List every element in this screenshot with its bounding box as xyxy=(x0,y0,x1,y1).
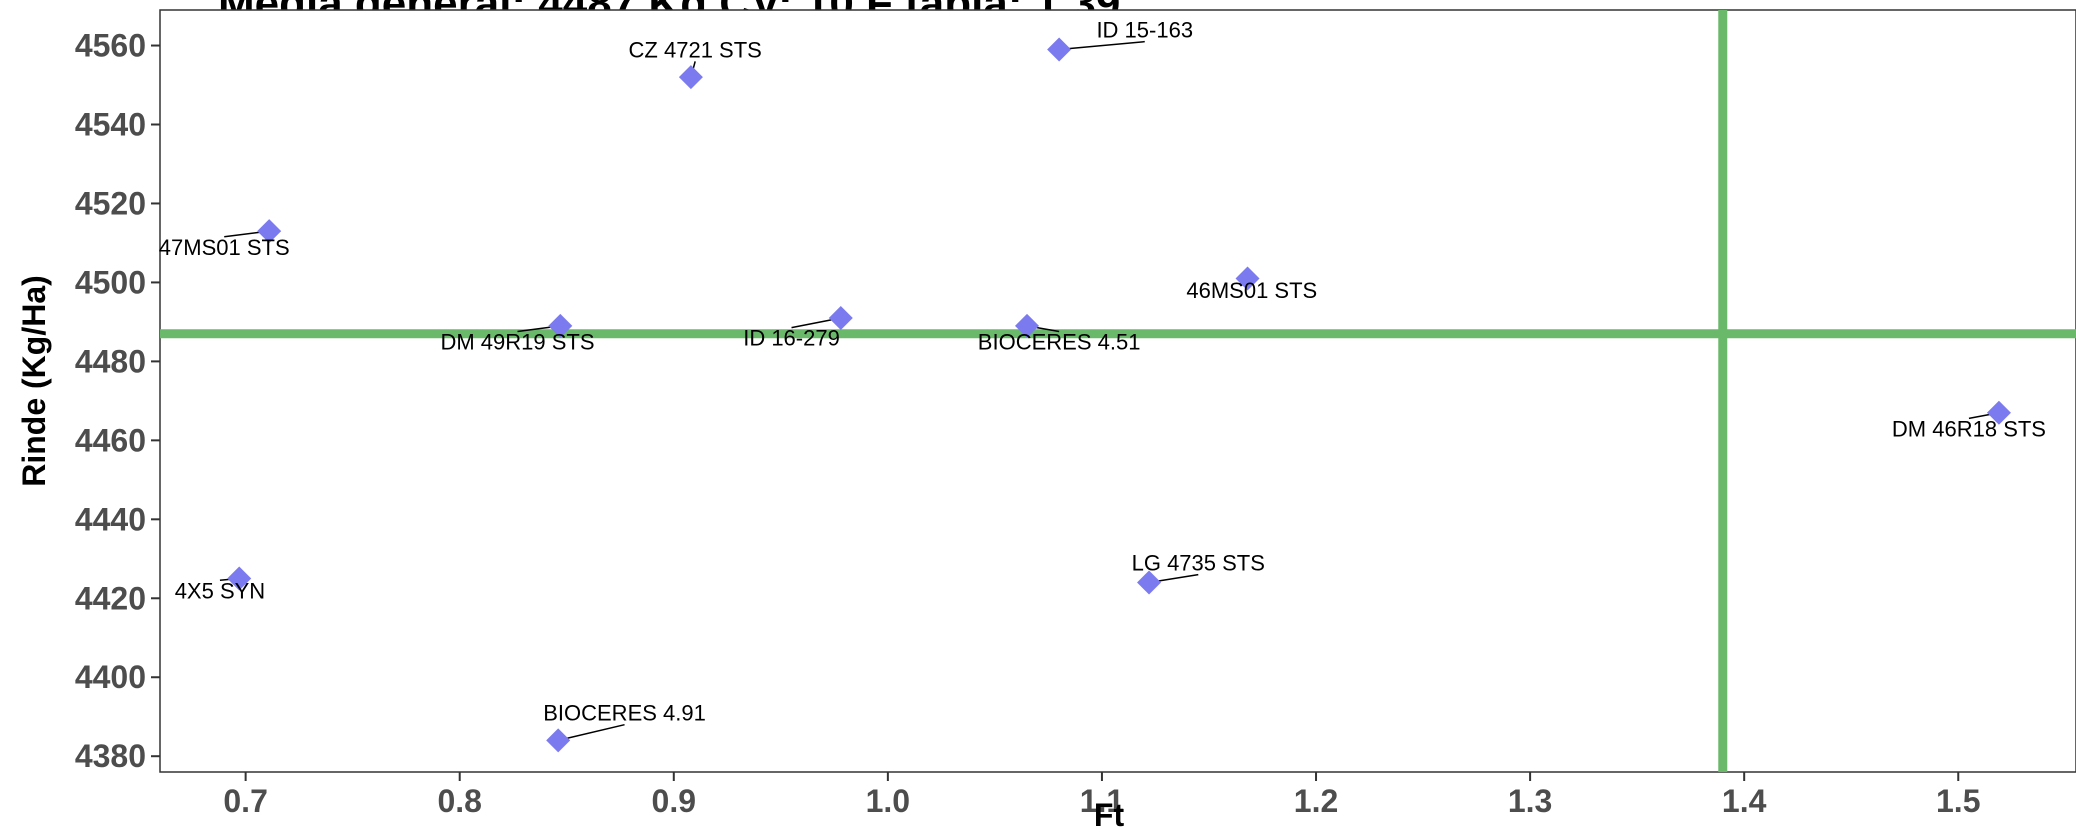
data-point-label: ID 15-163 xyxy=(1096,18,1193,43)
x-tick-label: 0.8 xyxy=(437,783,481,819)
data-point-group: 4X5 SYN xyxy=(175,566,266,603)
x-tick-label: 0.9 xyxy=(652,783,696,819)
data-point-group: BIOCERES 4.91 xyxy=(543,701,706,753)
data-point-marker xyxy=(548,313,573,338)
x-tick-label: 1.0 xyxy=(866,783,910,819)
x-axis-title: Ft xyxy=(1094,797,1125,833)
data-point-marker xyxy=(828,305,853,330)
y-tick-label: 4380 xyxy=(75,738,146,774)
data-point-group: ID 16-279 xyxy=(743,305,853,351)
data-point-group: LG 4735 STS xyxy=(1132,551,1265,595)
data-point-label: DM 46R18 STS xyxy=(1892,416,2046,441)
data-point-label: BIOCERES 4.91 xyxy=(543,701,706,726)
x-tick-label: 1.3 xyxy=(1508,783,1552,819)
data-point-marker xyxy=(546,728,571,753)
data-point-marker xyxy=(1015,313,1040,338)
data-point-label: 46MS01 STS xyxy=(1186,278,1317,303)
data-point-label: DM 49R19 STS xyxy=(440,330,594,355)
x-tick-label: 0.7 xyxy=(223,783,267,819)
y-tick-label: 4500 xyxy=(75,264,146,300)
data-point-group: CZ 4721 STS xyxy=(629,37,762,90)
plot-area xyxy=(159,9,2076,773)
data-point-group: 47MS01 STS xyxy=(159,219,290,260)
y-tick-label: 4460 xyxy=(75,422,146,458)
y-tick-label: 4400 xyxy=(75,659,146,695)
data-point-marker xyxy=(257,219,282,244)
data-point-label: CZ 4721 STS xyxy=(629,37,762,62)
data-point-marker xyxy=(1235,266,1260,291)
x-tick-label: 1.1 xyxy=(1080,783,1124,819)
data-point-label: 47MS01 STS xyxy=(159,235,290,260)
data-point-label: ID 16-279 xyxy=(743,326,840,351)
label-leader-line xyxy=(1059,40,1145,51)
y-tick-label: 4480 xyxy=(75,343,146,379)
x-tick-label: 1.2 xyxy=(1294,783,1338,819)
data-point-marker xyxy=(678,65,703,90)
y-tick-label: 4540 xyxy=(75,106,146,142)
data-point-label: BIOCERES 4.51 xyxy=(978,330,1141,355)
y-axis: 4380 4400 4420 4440 4460 4480 4500 4520 4540 4560 xyxy=(75,28,160,774)
data-point-group: 46MS01 STS xyxy=(1186,266,1317,303)
x-axis: 0.7 0.8 0.9 1.0 1.1 1.2 1.3 1.4 1.5 xyxy=(223,772,1980,819)
y-tick-label: 4560 xyxy=(75,28,146,64)
points-layer: ID 15-163 CZ 4721 STS 47MS01 STS 46MS01 STS… xyxy=(159,18,2046,753)
data-point-group: ID 15-163 xyxy=(1047,18,1193,62)
x-tick-label: 1.4 xyxy=(1722,783,1767,819)
label-leader-line xyxy=(558,723,625,742)
data-point-label: LG 4735 STS xyxy=(1132,551,1265,576)
data-point-group: DM 49R19 STS xyxy=(440,313,595,355)
y-axis-title: Rinde (Kg/Ha) xyxy=(16,275,52,487)
y-tick-label: 4420 xyxy=(75,580,146,616)
plot-panel-border xyxy=(159,9,2076,773)
y-tick-label: 4520 xyxy=(75,185,146,221)
y-tick-label: 4440 xyxy=(75,501,146,537)
data-point-label: 4X5 SYN xyxy=(175,578,266,603)
data-point-group: DM 46R18 STS xyxy=(1892,400,2046,441)
data-point-marker xyxy=(1986,400,2011,425)
x-tick-label: 1.5 xyxy=(1936,783,1980,819)
data-point-marker xyxy=(227,566,252,591)
data-point-group: BIOCERES 4.51 xyxy=(978,313,1141,355)
data-point-marker xyxy=(1047,37,1072,62)
data-point-marker xyxy=(1137,570,1162,595)
